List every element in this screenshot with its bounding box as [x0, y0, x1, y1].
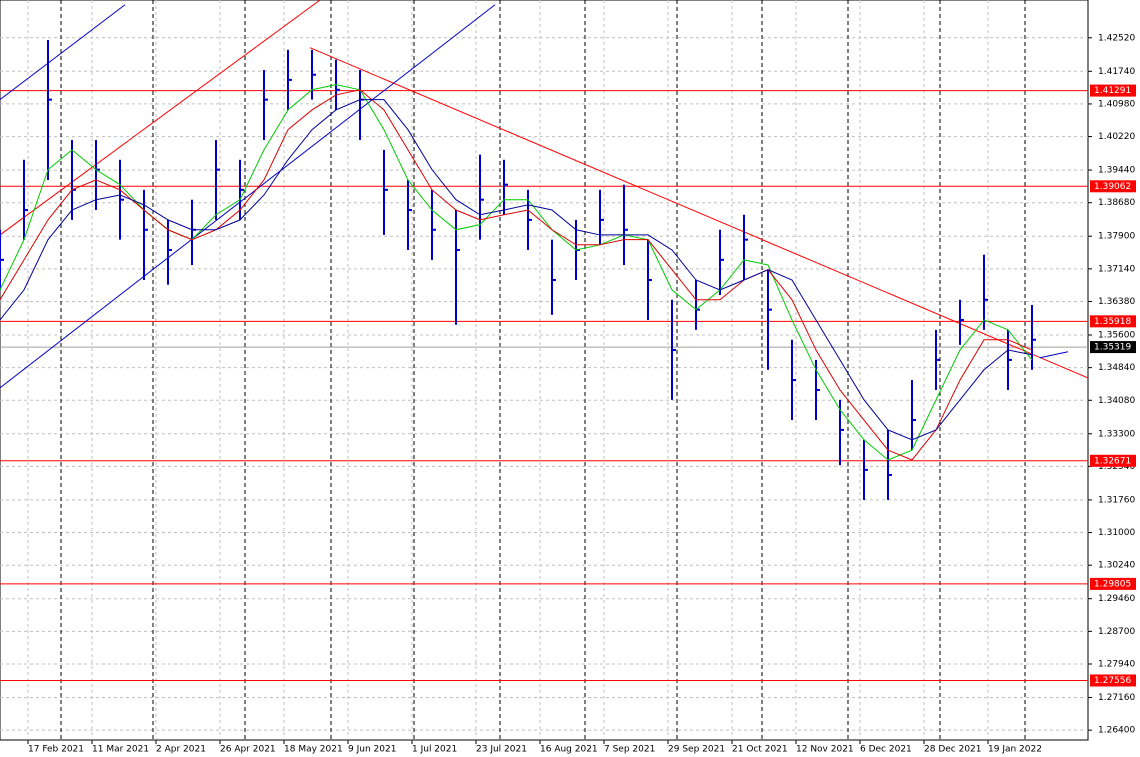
y-tick-label: 1.42520: [1098, 33, 1135, 43]
current-price-box: [1090, 341, 1136, 354]
level-label: 1.41291: [1094, 86, 1131, 96]
y-tick-label: 1.37140: [1098, 264, 1135, 274]
x-tick-label: 28 Dec 2021: [924, 745, 982, 755]
x-tick-label: 7 Sep 2021: [604, 745, 655, 755]
y-tick-label: 1.38680: [1098, 198, 1135, 208]
x-tick-label: 11 Mar 2021: [92, 745, 149, 755]
trendline: [1039, 351, 1069, 359]
y-tick-label: 1.31760: [1098, 495, 1135, 505]
trendline: [0, 4, 126, 101]
level-label-box: [1090, 84, 1136, 97]
y-tick-label: 1.31000: [1098, 528, 1135, 538]
x-tick-label: 6 Dec 2021: [860, 745, 912, 755]
moving-average: [0, 89, 1033, 461]
x-tick-label: 1 Jul 2021: [412, 745, 457, 755]
x-tick-label: 21 Oct 2021: [732, 745, 788, 755]
y-tick-label: 1.40220: [1098, 132, 1135, 142]
x-tick-label: 19 Jan 2022: [988, 745, 1042, 755]
level-label: 1.29805: [1094, 579, 1131, 589]
x-tick-label: 18 May 2021: [284, 745, 343, 755]
y-tick-label: 1.27940: [1098, 659, 1135, 669]
level-label-box: [1090, 180, 1136, 193]
y-tick-label: 1.35600: [1098, 330, 1135, 340]
x-tick-label: 23 Jul 2021: [476, 745, 527, 755]
current-price-label: 1.35319: [1094, 343, 1131, 353]
x-tick-label: 2 Apr 2021: [156, 745, 206, 755]
y-tick-label: 1.39440: [1098, 166, 1135, 176]
y-tick-label: 1.28700: [1098, 627, 1135, 637]
trendline: [309, 47, 1088, 379]
level-label: 1.39062: [1094, 182, 1131, 192]
y-tick-label: 1.36380: [1098, 297, 1135, 307]
y-tick-label: 1.27160: [1098, 693, 1135, 703]
y-tick-label: 1.34840: [1098, 363, 1135, 373]
x-tick-label: 9 Jun 2021: [348, 745, 396, 755]
trendline: [0, 0, 321, 236]
level-label: 1.35918: [1094, 317, 1131, 327]
y-tick-label: 1.32540: [1098, 462, 1135, 472]
y-tick-label: 1.37900: [1098, 232, 1135, 242]
y-tick-label: 1.40980: [1098, 99, 1135, 109]
x-tick-label: 26 Apr 2021: [220, 745, 276, 755]
x-tick-label: 17 Feb 2021: [28, 745, 84, 755]
level-label: 1.32671: [1094, 456, 1131, 466]
y-tick-label: 1.41740: [1098, 67, 1135, 77]
trendline: [0, 4, 496, 389]
plot-layer: [0, 0, 1088, 740]
x-tick-label: 12 Nov 2021: [796, 745, 854, 755]
y-tick-label: 1.29460: [1098, 594, 1135, 604]
x-tick-label: 29 Sep 2021: [668, 745, 725, 755]
y-tick-label: 1.34080: [1098, 396, 1135, 406]
y-tick-label: 1.33300: [1098, 429, 1135, 439]
level-label: 1.27556: [1094, 676, 1131, 686]
x-tick-label: 16 Aug 2021: [540, 745, 598, 755]
level-label-box: [1090, 454, 1136, 467]
y-tick-label: 1.26400: [1098, 726, 1135, 736]
moving-average: [0, 99, 1033, 441]
axis-layer: 1.42520 1.41740 1.40980 1.40220 1.39440 1.386…: [27, 33, 1136, 755]
level-label-box: [1090, 577, 1136, 590]
plot-area: [0, 0, 1089, 741]
level-label-box: [1090, 315, 1136, 328]
level-label-box: [1090, 674, 1136, 687]
y-tick-label: 1.30240: [1098, 561, 1135, 571]
